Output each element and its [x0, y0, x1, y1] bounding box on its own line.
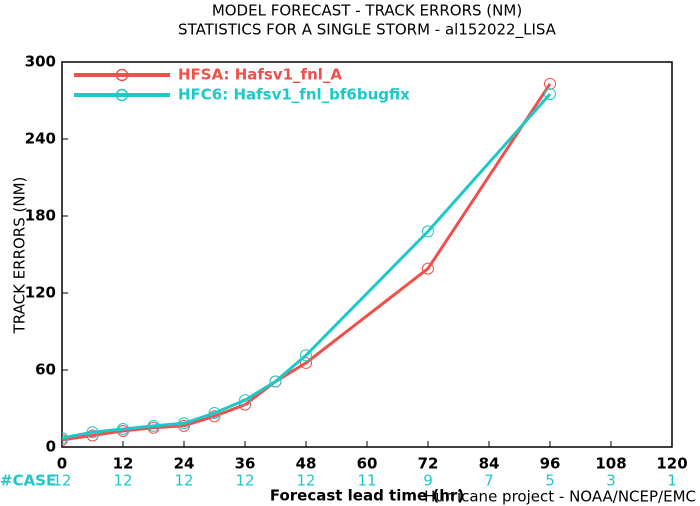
case-label: #CASE	[0, 472, 56, 490]
x-tick-label: 84	[479, 455, 500, 473]
plot-area	[62, 77, 556, 446]
point-marker	[208, 406, 221, 419]
x-tick-label: 60	[357, 455, 378, 473]
point-marker	[544, 88, 556, 101]
point-marker	[178, 419, 190, 432]
legend-marker	[115, 88, 129, 102]
point-marker	[147, 419, 160, 432]
case-count: 3	[606, 472, 616, 490]
chart-subtitle: STATISTICS FOR A SINGLE STORM - al152022…	[178, 21, 557, 40]
point-marker	[300, 349, 312, 362]
chart-title: MODEL FORECAST - TRACK ERRORS (NM)	[212, 2, 522, 20]
case-count: 9	[423, 472, 433, 490]
x-tick-label: 120	[656, 455, 687, 473]
x-tick-label: 36	[235, 455, 256, 473]
y-tick-label: 60	[35, 361, 56, 379]
plot-frame	[61, 61, 673, 448]
point-marker	[117, 423, 129, 436]
point-marker	[86, 426, 99, 439]
series-line	[62, 82, 552, 442]
y-axis-label: TRACK ERRORS (NM)	[11, 177, 29, 335]
point-marker	[178, 417, 190, 430]
case-count: 1	[667, 472, 677, 490]
legend-label: HFSA: Hafsv1_fnl_A	[178, 66, 342, 84]
y-tick-label: 180	[25, 207, 56, 225]
x-tick-label: 48	[296, 455, 317, 473]
point-marker	[300, 356, 312, 369]
point-marker	[62, 432, 68, 445]
y-tick-label: 120	[25, 284, 56, 302]
point-marker	[269, 375, 282, 388]
y-tick-label: 0	[46, 438, 56, 456]
case-count: 11	[357, 472, 376, 490]
legend-marker	[115, 68, 129, 82]
point-marker	[422, 262, 434, 275]
legend-label: HFC6: Hafsv1_fnl_bf6bugfix	[178, 86, 410, 104]
case-count: 12	[296, 472, 315, 490]
x-tick-label: 96	[540, 455, 561, 473]
case-count: 12	[52, 472, 71, 490]
case-count: 12	[235, 472, 254, 490]
case-count: 7	[484, 472, 494, 490]
footer: Hurricane project - NOAA/NCEP/EMC	[424, 488, 696, 506]
x-tick-label: 72	[418, 455, 439, 473]
point-marker	[239, 394, 251, 407]
case-count: 12	[174, 472, 193, 490]
point-marker	[422, 225, 434, 238]
point-marker	[544, 77, 556, 90]
x-axis-label: Forecast lead time (hr)	[270, 487, 464, 505]
case-count: 5	[545, 472, 555, 490]
series-line	[62, 93, 552, 440]
x-tick-label: 12	[113, 455, 134, 473]
y-tick-label: 300	[25, 53, 56, 71]
point-marker	[86, 429, 99, 442]
y-tick-label: 240	[25, 130, 56, 148]
x-tick-label: 108	[595, 455, 626, 473]
x-tick-label: 0	[57, 455, 67, 473]
x-tick-label: 24	[174, 455, 195, 473]
case-count: 12	[113, 472, 132, 490]
